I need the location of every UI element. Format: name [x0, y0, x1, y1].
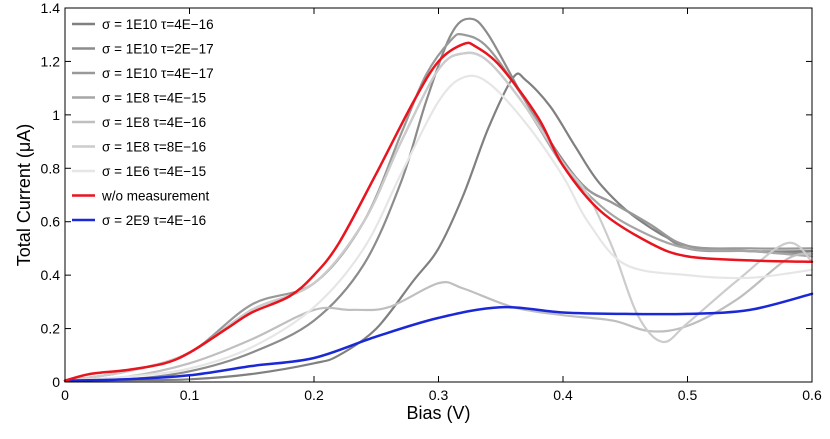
y-tick-label: 0.2	[41, 321, 61, 337]
x-axis-title: Bias (V)	[406, 403, 470, 423]
series-line-8	[63, 41, 814, 382]
x-tick-label: 0.4	[553, 387, 573, 403]
x-tick-label: 0	[61, 387, 69, 403]
legend-label: σ = 1E10 τ=2E−17	[102, 42, 214, 57]
legend: σ = 1E10 τ=4E−16 σ = 1E10 τ=2E−17 σ = 1E10…	[72, 17, 214, 228]
y-tick-label: 0.8	[41, 160, 61, 176]
y-tick-label: 0.4	[41, 267, 61, 283]
y-tick-label: 0	[52, 374, 60, 390]
legend-label: σ = 1E8 τ=4E−15	[102, 91, 206, 106]
series-line-7	[63, 74, 814, 382]
y-tick-label: 0.6	[41, 214, 61, 230]
y-axis-title: Total Current (μA)	[14, 124, 34, 266]
x-tick-label: 0.6	[802, 387, 822, 403]
legend-label: σ = 1E10 τ=4E−17	[102, 66, 214, 81]
legend-label: σ = 1E8 τ=8E−16	[102, 140, 206, 155]
series-line-3	[63, 32, 814, 382]
legend-label: σ = 1E6 τ=4E−15	[102, 164, 206, 179]
x-tick-label: 0.1	[180, 387, 200, 403]
legend-label: w/o measurement	[101, 189, 210, 204]
legend-label: σ = 2E9 τ=4E−16	[102, 213, 206, 228]
y-tick-label: 1	[52, 107, 60, 123]
series-layer	[63, 17, 814, 382]
series-line-9	[63, 292, 814, 382]
series-line-6	[63, 51, 814, 382]
series-line-5	[63, 252, 814, 382]
y-tick-label: 1.4	[41, 0, 61, 16]
legend-label: σ = 1E10 τ=4E−16	[102, 17, 214, 32]
x-tick-label: 0.5	[678, 387, 698, 403]
ticks-layer: 0 0.1 0.2 0.3 0.4 0.5 0.6 0 0.2 0.4 0.6 0.8 1 1.2 1.4	[41, 0, 822, 403]
y-tick-label: 1.2	[41, 53, 61, 69]
legend-label: σ = 1E8 τ=4E−16	[102, 115, 206, 130]
x-tick-label: 0.3	[429, 387, 449, 403]
x-tick-label: 0.2	[304, 387, 324, 403]
